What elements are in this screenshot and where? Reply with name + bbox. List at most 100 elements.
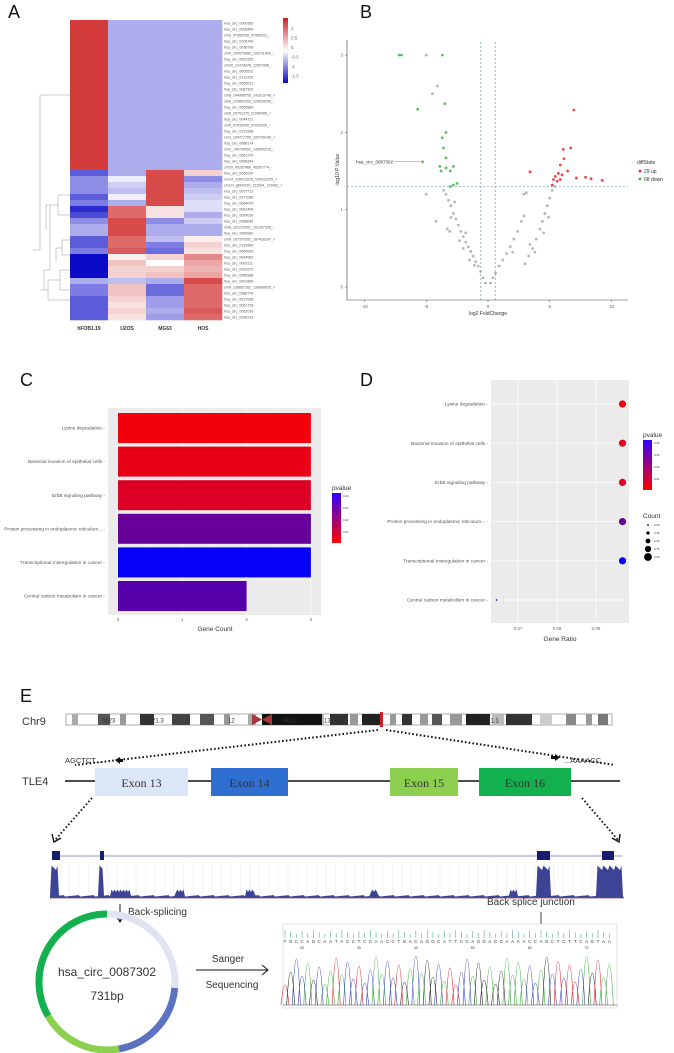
data-point-up [552,178,555,181]
heatmap-column-label: MG63 [158,326,172,332]
base-call: A [585,939,588,944]
colorbar-tick-label: 0.01 [343,530,349,534]
base-call: C [352,939,355,944]
data-point-ns [452,212,455,215]
heatmap-cell [146,170,185,177]
size-legend-dot [644,545,652,553]
heatmap-cell [146,164,185,171]
annotation-label: hsa_circ_0087302 [356,159,393,164]
heatmap-row-label: chr20_45267466_45267774_- [224,166,273,170]
dot [618,518,627,526]
heatmap-column-label: hFOB1.19 [77,326,101,332]
base-call: A [602,939,605,944]
data-point-ns [434,219,438,223]
heatmap-cell [184,272,223,279]
arc-exon-13 [106,910,179,989]
base-call: T [335,939,338,944]
data-point-ns [461,235,465,239]
heatmap-cell [70,212,109,219]
base-call: A [340,939,343,944]
base-call: T [557,939,560,944]
heatmap-cell [146,260,185,267]
arc-exon-16 [35,910,108,1018]
base-call: G [545,939,549,944]
x-axis-label: Gene Ratio [544,636,577,643]
heatmap-cell [184,176,223,183]
panel-label-d: D [360,370,373,390]
base-call: G [499,939,503,944]
heatmap-row-label: chr8_125802053_125818256_- [224,100,275,104]
heatmap-cell [184,284,223,291]
heatmap-cell [108,194,147,201]
pvalue-colorbar [332,493,341,543]
heatmap-row-label: hsa_circ_0060230 [224,172,253,176]
data-point-ns [431,92,434,96]
heatmap-cell [184,140,223,147]
base-call: C [562,939,565,944]
heatmap-cell [146,188,185,195]
heatmap-cell [70,200,109,207]
heatmap-cell [108,98,147,105]
heatmap-cell [70,284,109,291]
data-point-ns [469,250,473,253]
heatmap-cell [146,206,185,213]
heatmap-row-label: hsa_circ_0098133 [224,316,253,320]
heatmap-cell [184,146,223,153]
data-point-ns [464,240,468,244]
chromosome-band [420,714,428,725]
base-call: A [306,939,309,944]
colorbar-tick-label: 0.03 [343,506,349,510]
category-label: Transcriptional misregulation in cancer … [20,560,105,566]
data-point-ns [550,188,554,192]
heatmap-row-label: hsa_circ_0106740 [224,40,253,44]
legend-swatch-down [638,177,642,181]
heatmap-row-label: hsa_circ_0069880 [224,106,253,110]
heatmap-row-label: chr9_100570680_100711006_- [224,52,275,56]
data-point-down [448,169,452,173]
dot [618,557,627,565]
chromosome-band [586,714,592,725]
heatmap-cell [184,158,223,165]
data-point-ns [516,229,520,233]
base-call: C [369,939,372,944]
base-call: C [528,939,531,944]
data-point-down [438,165,442,168]
data-point-ns [484,281,487,285]
size-legend-dot [645,538,651,544]
data-point-ns [519,219,523,223]
data-point-down [421,160,424,164]
legend-title: pvalue [332,485,352,492]
data-point-ns [508,245,512,249]
data-point-up [584,175,587,179]
exon-13-label: Exon 13 [121,776,161,790]
base-call: G [482,939,486,944]
heatmap-cell [108,92,147,99]
bar-chart-panel: Lysine degradation - Bacterial invasion o… [4,408,352,633]
heatmap-cell [146,104,185,111]
row-dendrogram [33,94,70,301]
data-point-ns [453,200,457,204]
position-label: 70 [585,946,589,950]
locus-marker [380,712,383,727]
heatmap-cell [108,44,147,51]
data-point-ns [545,204,549,208]
heatmap-cell [70,302,109,309]
heatmap-cell [70,20,109,27]
heatmap-row-label: hsa_circ_0088046 [224,220,253,224]
data-point-down [444,131,448,134]
data-point-ns [424,53,428,57]
heatmap-row-label: hsa_circ_0087302 [224,88,253,92]
data-point-ns [461,246,465,250]
heatmap-cell [70,260,109,267]
sanger-label: Sanger [212,954,245,965]
base-call: G [494,939,498,944]
heatmap-cell [70,98,109,105]
heatmap-cell [146,296,185,303]
heatmap-cell [146,44,185,51]
heatmap-cell [108,236,147,243]
data-point-ns [476,264,480,268]
x-tick-label: 0 [487,304,490,309]
band-label: 32 [522,719,529,725]
heatmap-row-label: hsa_circ_0005522 [224,70,253,74]
